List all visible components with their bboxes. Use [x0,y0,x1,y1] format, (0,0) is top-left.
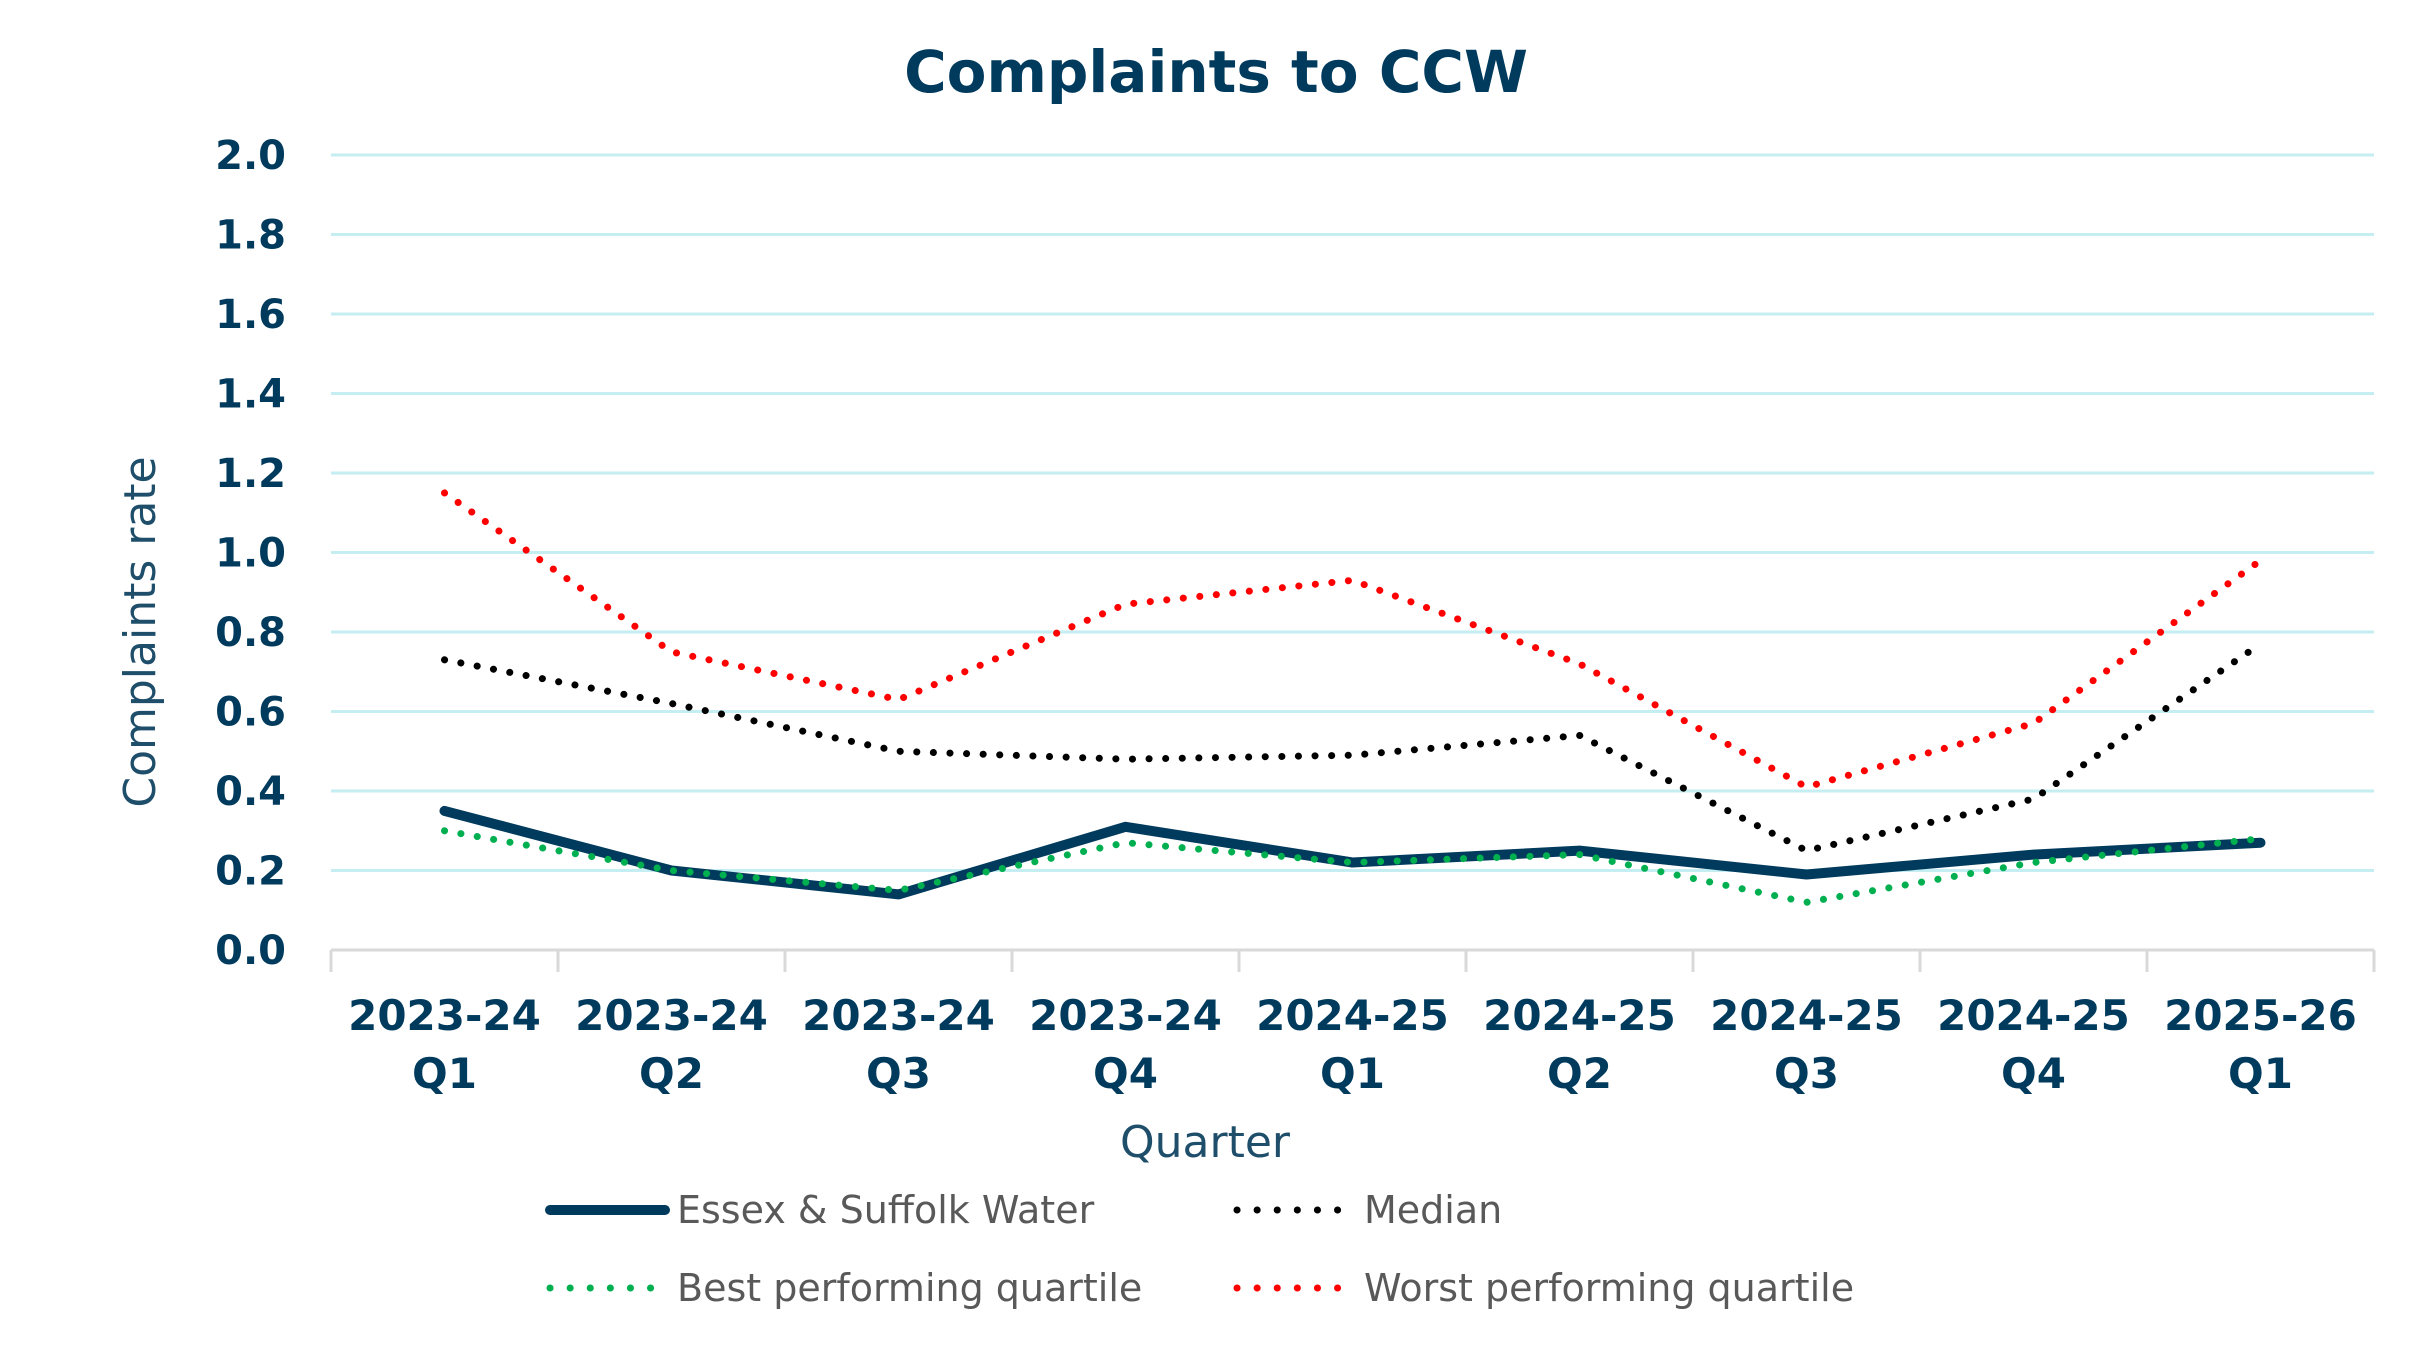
x-axis-label: Quarter [1120,1117,1291,1168]
y-tick-label: 0.6 [215,690,286,736]
legend-item: Worst performing quartile [1233,1266,1854,1310]
legend-item: Median [1233,1188,1502,1232]
x-tick-label-year: 2023-24 [575,991,768,1040]
x-tick-label-year: 2023-24 [802,991,995,1040]
legend-label: Median [1364,1188,1502,1232]
y-tick-label: 1.6 [215,292,286,338]
y-tick-label: 0.0 [215,928,286,974]
legend: Essex & Suffolk Water Median Best performi… [545,1188,1854,1310]
y-axis-ticks: 0.0 0.2 0.4 0.6 0.8 1.0 1.2 1.4 1.6 1.8 2.0 [215,133,286,974]
x-axis [329,948,2376,972]
x-tick-label-quarter: Q4 [1093,1049,1158,1098]
x-tick-label-year: 2023-24 [348,991,541,1040]
y-tick-label: 0.2 [215,849,286,895]
gridlines [331,153,2374,872]
series-lines [439,489,2266,906]
legend-label: Best performing quartile [677,1266,1142,1310]
y-tick-label: 1.2 [215,451,286,497]
y-tick-label: 0.4 [215,769,286,815]
x-tick-label-year: 2024-25 [1937,991,2130,1040]
series-line-worst-performing-quartile [441,489,2264,791]
series-line-essex-suffolk-water [439,805,2266,900]
x-axis-ticks: 2023-24 Q1 2023-24 Q2 2023-24 Q3 2023-24 Q4 2024… [348,991,2357,1098]
y-axis-label: Complaints rate [115,456,166,807]
legend-item: Best performing quartile [546,1266,1142,1310]
x-tick-label-quarter: Q4 [2001,1049,2066,1098]
x-tick-label-quarter: Q1 [412,1049,477,1098]
y-tick-label: 2.0 [215,133,286,179]
legend-label: Essex & Suffolk Water [677,1188,1095,1232]
x-tick-label-year: 2023-24 [1029,991,1222,1040]
legend-item: Essex & Suffolk Water [545,1188,1095,1232]
y-tick-label: 1.8 [215,213,286,259]
series-line-median [441,640,2264,855]
x-tick-label-year: 2025-26 [2164,991,2357,1040]
x-tick-label-quarter: Q2 [1547,1049,1612,1098]
y-tick-label: 0.8 [215,610,286,656]
x-tick-label-quarter: Q2 [639,1049,704,1098]
y-tick-label: 1.0 [215,531,286,577]
x-tick-label-year: 2024-25 [1710,991,1903,1040]
y-tick-label: 1.4 [215,372,286,418]
x-tick-label-quarter: Q3 [866,1049,931,1098]
x-tick-label-year: 2024-25 [1256,991,1449,1040]
x-tick-label-year: 2024-25 [1483,991,1676,1040]
chart-title: Complaints to CCW [904,38,1528,106]
legend-label: Worst performing quartile [1364,1266,1854,1310]
x-tick-label-quarter: Q1 [2228,1049,2293,1098]
x-tick-label-quarter: Q1 [1320,1049,1385,1098]
x-tick-label-quarter: Q3 [1774,1049,1839,1098]
